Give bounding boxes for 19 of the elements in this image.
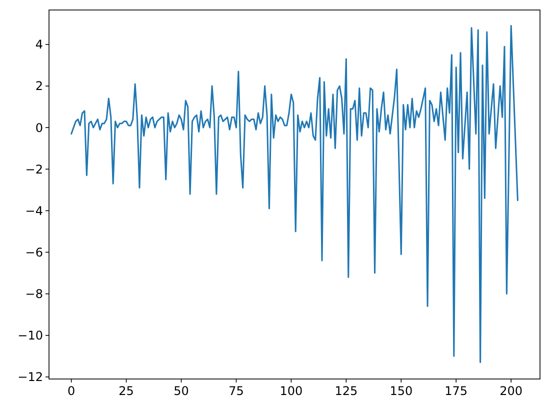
y-tick-label: −6 xyxy=(25,245,43,260)
y-tick-label: −12 xyxy=(18,370,43,384)
y-tick-label: −2 xyxy=(25,162,43,176)
x-tick-label: 200 xyxy=(500,384,523,398)
line-series xyxy=(70,25,518,364)
y-tick-label: 0 xyxy=(35,120,43,135)
y-tick-label: −8 xyxy=(25,287,43,302)
x-tick-label: 125 xyxy=(334,384,358,398)
y-tick-label: 2 xyxy=(35,79,43,94)
x-tick-label: 75 xyxy=(228,384,244,398)
y-tick-label: −10 xyxy=(18,328,43,343)
x-tick-label: 25 xyxy=(118,384,134,398)
x-tick-label: 0 xyxy=(68,384,76,398)
x-tick-label: 175 xyxy=(444,384,468,398)
y-tick-label: −4 xyxy=(25,204,43,218)
x-tick-label: 100 xyxy=(280,384,303,398)
x-tick-label: 150 xyxy=(390,384,413,398)
x-tick-label: 50 xyxy=(174,384,189,398)
y-tick-label: 4 xyxy=(35,38,43,52)
